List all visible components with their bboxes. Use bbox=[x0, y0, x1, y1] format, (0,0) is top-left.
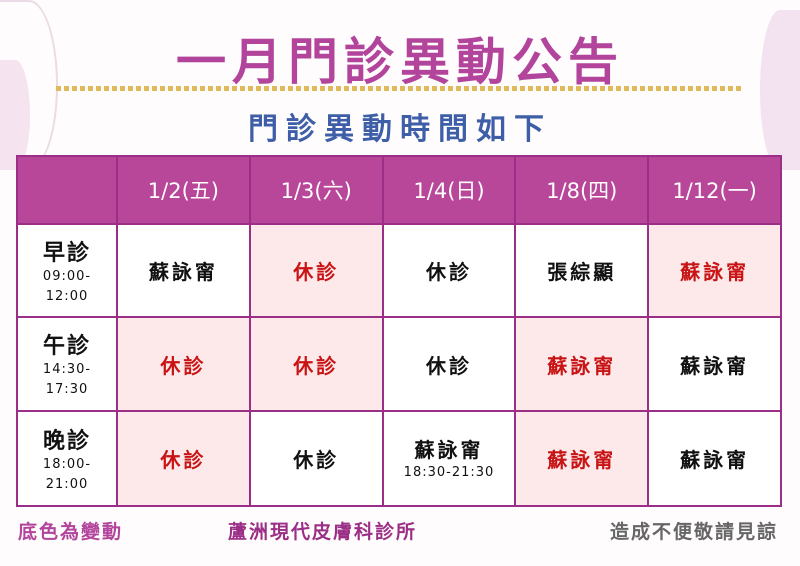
subtitle: 門診異動時間如下 bbox=[248, 112, 552, 147]
schedule-cell: 張綜顯 bbox=[514, 223, 650, 318]
schedule-cell: 蘇詠甯 bbox=[647, 410, 782, 507]
doctor-status: 休診 bbox=[160, 448, 207, 472]
schedule-cell: 休診 bbox=[248, 410, 384, 507]
corner-cell bbox=[16, 155, 118, 225]
clinic-name: 蘆洲現代皮膚科診所 bbox=[228, 521, 418, 543]
slot-time: 14:30- bbox=[42, 362, 92, 377]
date-header: 1/3(六) bbox=[248, 155, 384, 225]
slot-label: 午診 bbox=[42, 334, 91, 359]
table-row: 晚診 18:00- 21:00 休診 休診 蘇詠甯 18:30-21:30 蘇詠甯 蘇詠甯 bbox=[16, 410, 782, 507]
schedule-cell: 蘇詠甯 bbox=[647, 316, 782, 412]
schedule-cell: 休診 bbox=[381, 223, 517, 318]
doctor-status: 休診 bbox=[293, 353, 340, 378]
header-row: 1/2(五) 1/3(六) 1/4(日) 1/8(四) 1/12(一) bbox=[16, 155, 782, 225]
doctor-status: 蘇詠甯 bbox=[680, 448, 750, 472]
date-header: 1/4(日) bbox=[381, 155, 517, 225]
date-header: 1/12(一) bbox=[647, 155, 782, 225]
decoration bbox=[760, 10, 800, 170]
dotted-divider bbox=[56, 86, 744, 91]
schedule-cell: 蘇詠甯 bbox=[514, 410, 650, 507]
schedule-cell: 休診 bbox=[248, 316, 384, 412]
page-title: 一月門診異動公告 bbox=[176, 33, 624, 91]
date-header: 1/8(四) bbox=[514, 155, 650, 225]
slot-time: 12:00 bbox=[45, 288, 89, 304]
schedule-cell: 蘇詠甯 bbox=[116, 223, 251, 318]
slot-label: 早診 bbox=[42, 240, 91, 266]
slot-cell: 晚診 18:00- 21:00 bbox=[16, 410, 118, 507]
schedule-cell: 蘇詠甯 bbox=[514, 316, 650, 412]
slot-time: 09:00- bbox=[42, 268, 92, 284]
schedule-table: 1/2(五) 1/3(六) 1/4(日) 1/8(四) 1/12(一) 早診 09… bbox=[16, 155, 782, 507]
doctor-status: 蘇詠甯 bbox=[547, 353, 617, 378]
slot-time: 18:00- bbox=[42, 456, 92, 472]
date-header: 1/2(五) bbox=[116, 155, 251, 225]
doctor-status: 休診 bbox=[293, 448, 340, 472]
table-row: 午診 14:30- 17:30 休診 休診 休診 蘇詠甯 蘇詠甯 bbox=[16, 316, 782, 412]
doctor-status: 休診 bbox=[293, 260, 340, 284]
apology-note: 造成不便敬請見諒 bbox=[609, 521, 778, 543]
schedule-cell: 休診 bbox=[248, 223, 384, 318]
doctor-status: 休診 bbox=[425, 353, 472, 378]
doctor-status: 蘇詠甯 bbox=[680, 260, 750, 284]
doctor-status: 張綜顯 bbox=[547, 260, 617, 284]
doctor-status: 蘇詠甯 bbox=[414, 438, 484, 462]
legend-note: 底色為變動 bbox=[18, 521, 124, 543]
slot-time: 17:30 bbox=[45, 382, 89, 397]
doctor-status: 休診 bbox=[160, 353, 207, 378]
schedule-cell: 休診 bbox=[116, 316, 251, 412]
schedule-cell: 休診 bbox=[116, 410, 251, 507]
time-note: 18:30-21:30 bbox=[403, 465, 495, 480]
slot-time: 21:00 bbox=[45, 476, 89, 492]
slot-label: 晚診 bbox=[42, 428, 91, 454]
table-row: 早診 09:00- 12:00 蘇詠甯 休診 休診 張綜顯 蘇詠甯 bbox=[16, 223, 782, 318]
doctor-status: 蘇詠甯 bbox=[547, 448, 617, 472]
doctor-status: 蘇詠甯 bbox=[680, 353, 750, 378]
schedule-cell: 蘇詠甯 bbox=[647, 223, 782, 318]
decoration bbox=[0, 60, 30, 170]
doctor-status: 休診 bbox=[425, 260, 472, 284]
slot-cell: 午診 14:30- 17:30 bbox=[16, 316, 118, 412]
slot-cell: 早診 09:00- 12:00 bbox=[16, 223, 118, 318]
doctor-status: 蘇詠甯 bbox=[148, 260, 218, 284]
schedule-cell: 蘇詠甯 18:30-21:30 bbox=[381, 410, 517, 507]
schedule-cell: 休診 bbox=[381, 316, 517, 412]
